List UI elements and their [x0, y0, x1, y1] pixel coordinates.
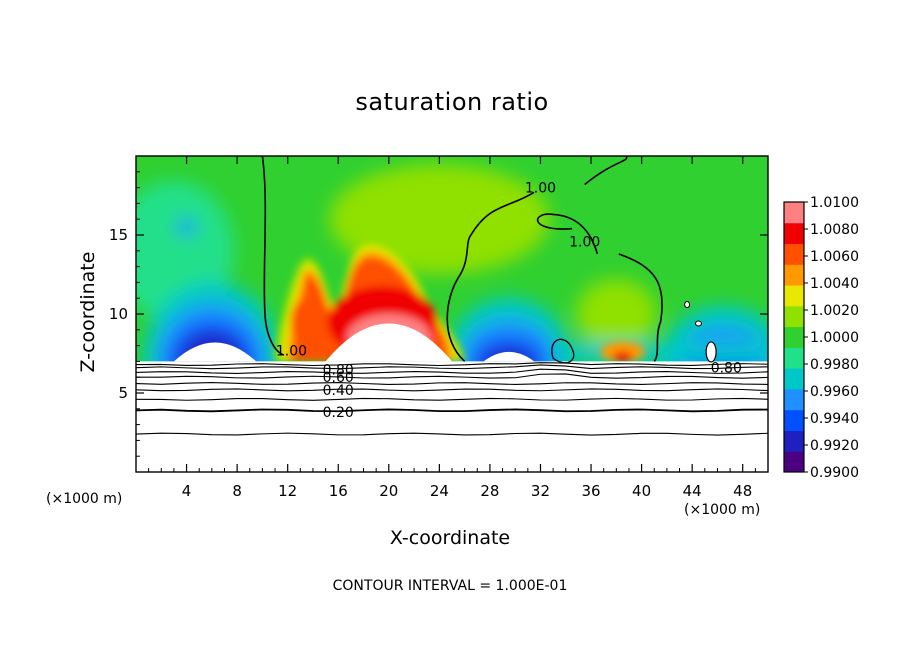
blob-blue-speck: [176, 219, 197, 236]
warm-spot-right-core: [612, 351, 633, 362]
x-tick-label-9: 40: [632, 482, 651, 500]
x-tick-label-0: 4: [182, 482, 192, 500]
colorbar-label-6: 0.9980: [810, 357, 859, 373]
contour-level-2: [136, 397, 768, 401]
contour-lines: [136, 156, 768, 436]
x-tick-label-6: 28: [480, 482, 499, 500]
contour-level-4: [136, 382, 768, 386]
colorbar-label-9: 0.9920: [810, 438, 859, 454]
contour-line-1p00-top: [584, 156, 628, 186]
colorbar-segment-11: [784, 222, 804, 245]
contour-line-1p00-mid: [446, 191, 535, 362]
colorbar: 1.0100 1.0080 1.0060 1.0040 1.0020 1.0000 0.99…: [783, 195, 859, 481]
x-tick-label-5: 24: [430, 482, 449, 500]
x-tick-label-10: 44: [683, 482, 702, 500]
contour-interval-note: CONTOUR INTERVAL = 1.000E-01: [332, 578, 568, 594]
x-unit-label-right: (×1000 m): [684, 502, 761, 518]
contour-level-5: [136, 373, 768, 379]
x-tick-label-4: 20: [379, 482, 398, 500]
contour-label-1: 1.00: [569, 234, 600, 250]
colorbar-label-8: 0.9940: [810, 411, 859, 427]
white-mounds: [173, 323, 535, 362]
x-unit-label-left: (×1000 m): [46, 491, 123, 507]
y-tick-label-0: 5: [118, 384, 128, 402]
contour-level-0: [136, 432, 768, 436]
x-tick-label-7: 32: [531, 482, 550, 500]
colorbar-segment-2: [784, 409, 804, 431]
contour-label-3: 0.80: [711, 361, 742, 377]
colorbar-segment-0: [784, 451, 804, 473]
contour-label-4: 0.80: [323, 362, 354, 378]
blob-lightgreen-right: [576, 279, 657, 349]
x-tick-label-8: 36: [581, 482, 600, 500]
white-mound-left: [173, 342, 257, 362]
colorbar-segment-12: [784, 202, 804, 224]
contour-level-3: [136, 388, 768, 392]
white-mound-right: [483, 351, 535, 362]
blotch-44: [694, 320, 702, 327]
colorbar-label-4: 1.0020: [810, 303, 859, 319]
contour-labels: 1.001.001.000.800.800.600.400.20: [276, 181, 742, 421]
colorbar-label-10: 0.9900: [810, 465, 859, 481]
colorbar-segment-6: [784, 326, 804, 348]
contour-label-6: 0.40: [323, 383, 354, 399]
x-axis-label: X-coordinate: [389, 527, 511, 549]
colorbar-segment-8: [784, 285, 804, 307]
y-tick-label-1: 10: [109, 305, 128, 323]
x-tick-label-3: 16: [329, 482, 348, 500]
colorbar-segment-1: [784, 430, 804, 452]
colorbar-segment-10: [784, 243, 804, 265]
contour-label-5: 0.60: [323, 370, 354, 386]
contour-level-1: [136, 408, 768, 413]
colorbar-label-1: 1.0080: [810, 222, 859, 238]
colorbar-label-7: 0.9960: [810, 384, 859, 400]
contour-line-1p00-left: [261, 156, 285, 356]
contour-label-7: 0.20: [323, 405, 354, 421]
contour-label-2: 1.00: [276, 343, 307, 359]
colorbar-segment-7: [784, 305, 804, 328]
contour-label-0: 1.00: [525, 181, 556, 197]
chart-title: saturation ratio: [355, 88, 549, 116]
blotch-43: [684, 301, 691, 309]
plume-left-arm: [290, 299, 315, 344]
colorbar-segment-5: [784, 347, 804, 369]
colorbar-segment-3: [784, 388, 804, 411]
colorbar-label-5: 1.0000: [810, 330, 859, 346]
x-tick-label-2: 12: [278, 482, 297, 500]
x-tick-label-1: 8: [232, 482, 242, 500]
colorbar-label-3: 1.0040: [810, 276, 859, 292]
ground-region: [136, 361, 768, 472]
contour-level-6: [136, 368, 768, 374]
colorbar-segment-4: [784, 368, 804, 390]
saturation-field: [136, 156, 768, 472]
blotch-45: [705, 341, 717, 363]
contour-level-7: [136, 364, 768, 370]
x-tick-label-11: 48: [733, 482, 752, 500]
colorbar-segment-9: [784, 264, 804, 286]
y-tick-label-2: 15: [109, 226, 128, 244]
white-mound-center: [325, 323, 452, 362]
colorbar-label-0: 1.0100: [810, 195, 859, 211]
contour-line-1p00-loop: [536, 213, 663, 362]
contour-level-8: [136, 362, 768, 367]
blotch-33: [551, 338, 575, 364]
colorbar-label-2: 1.0060: [810, 249, 859, 265]
